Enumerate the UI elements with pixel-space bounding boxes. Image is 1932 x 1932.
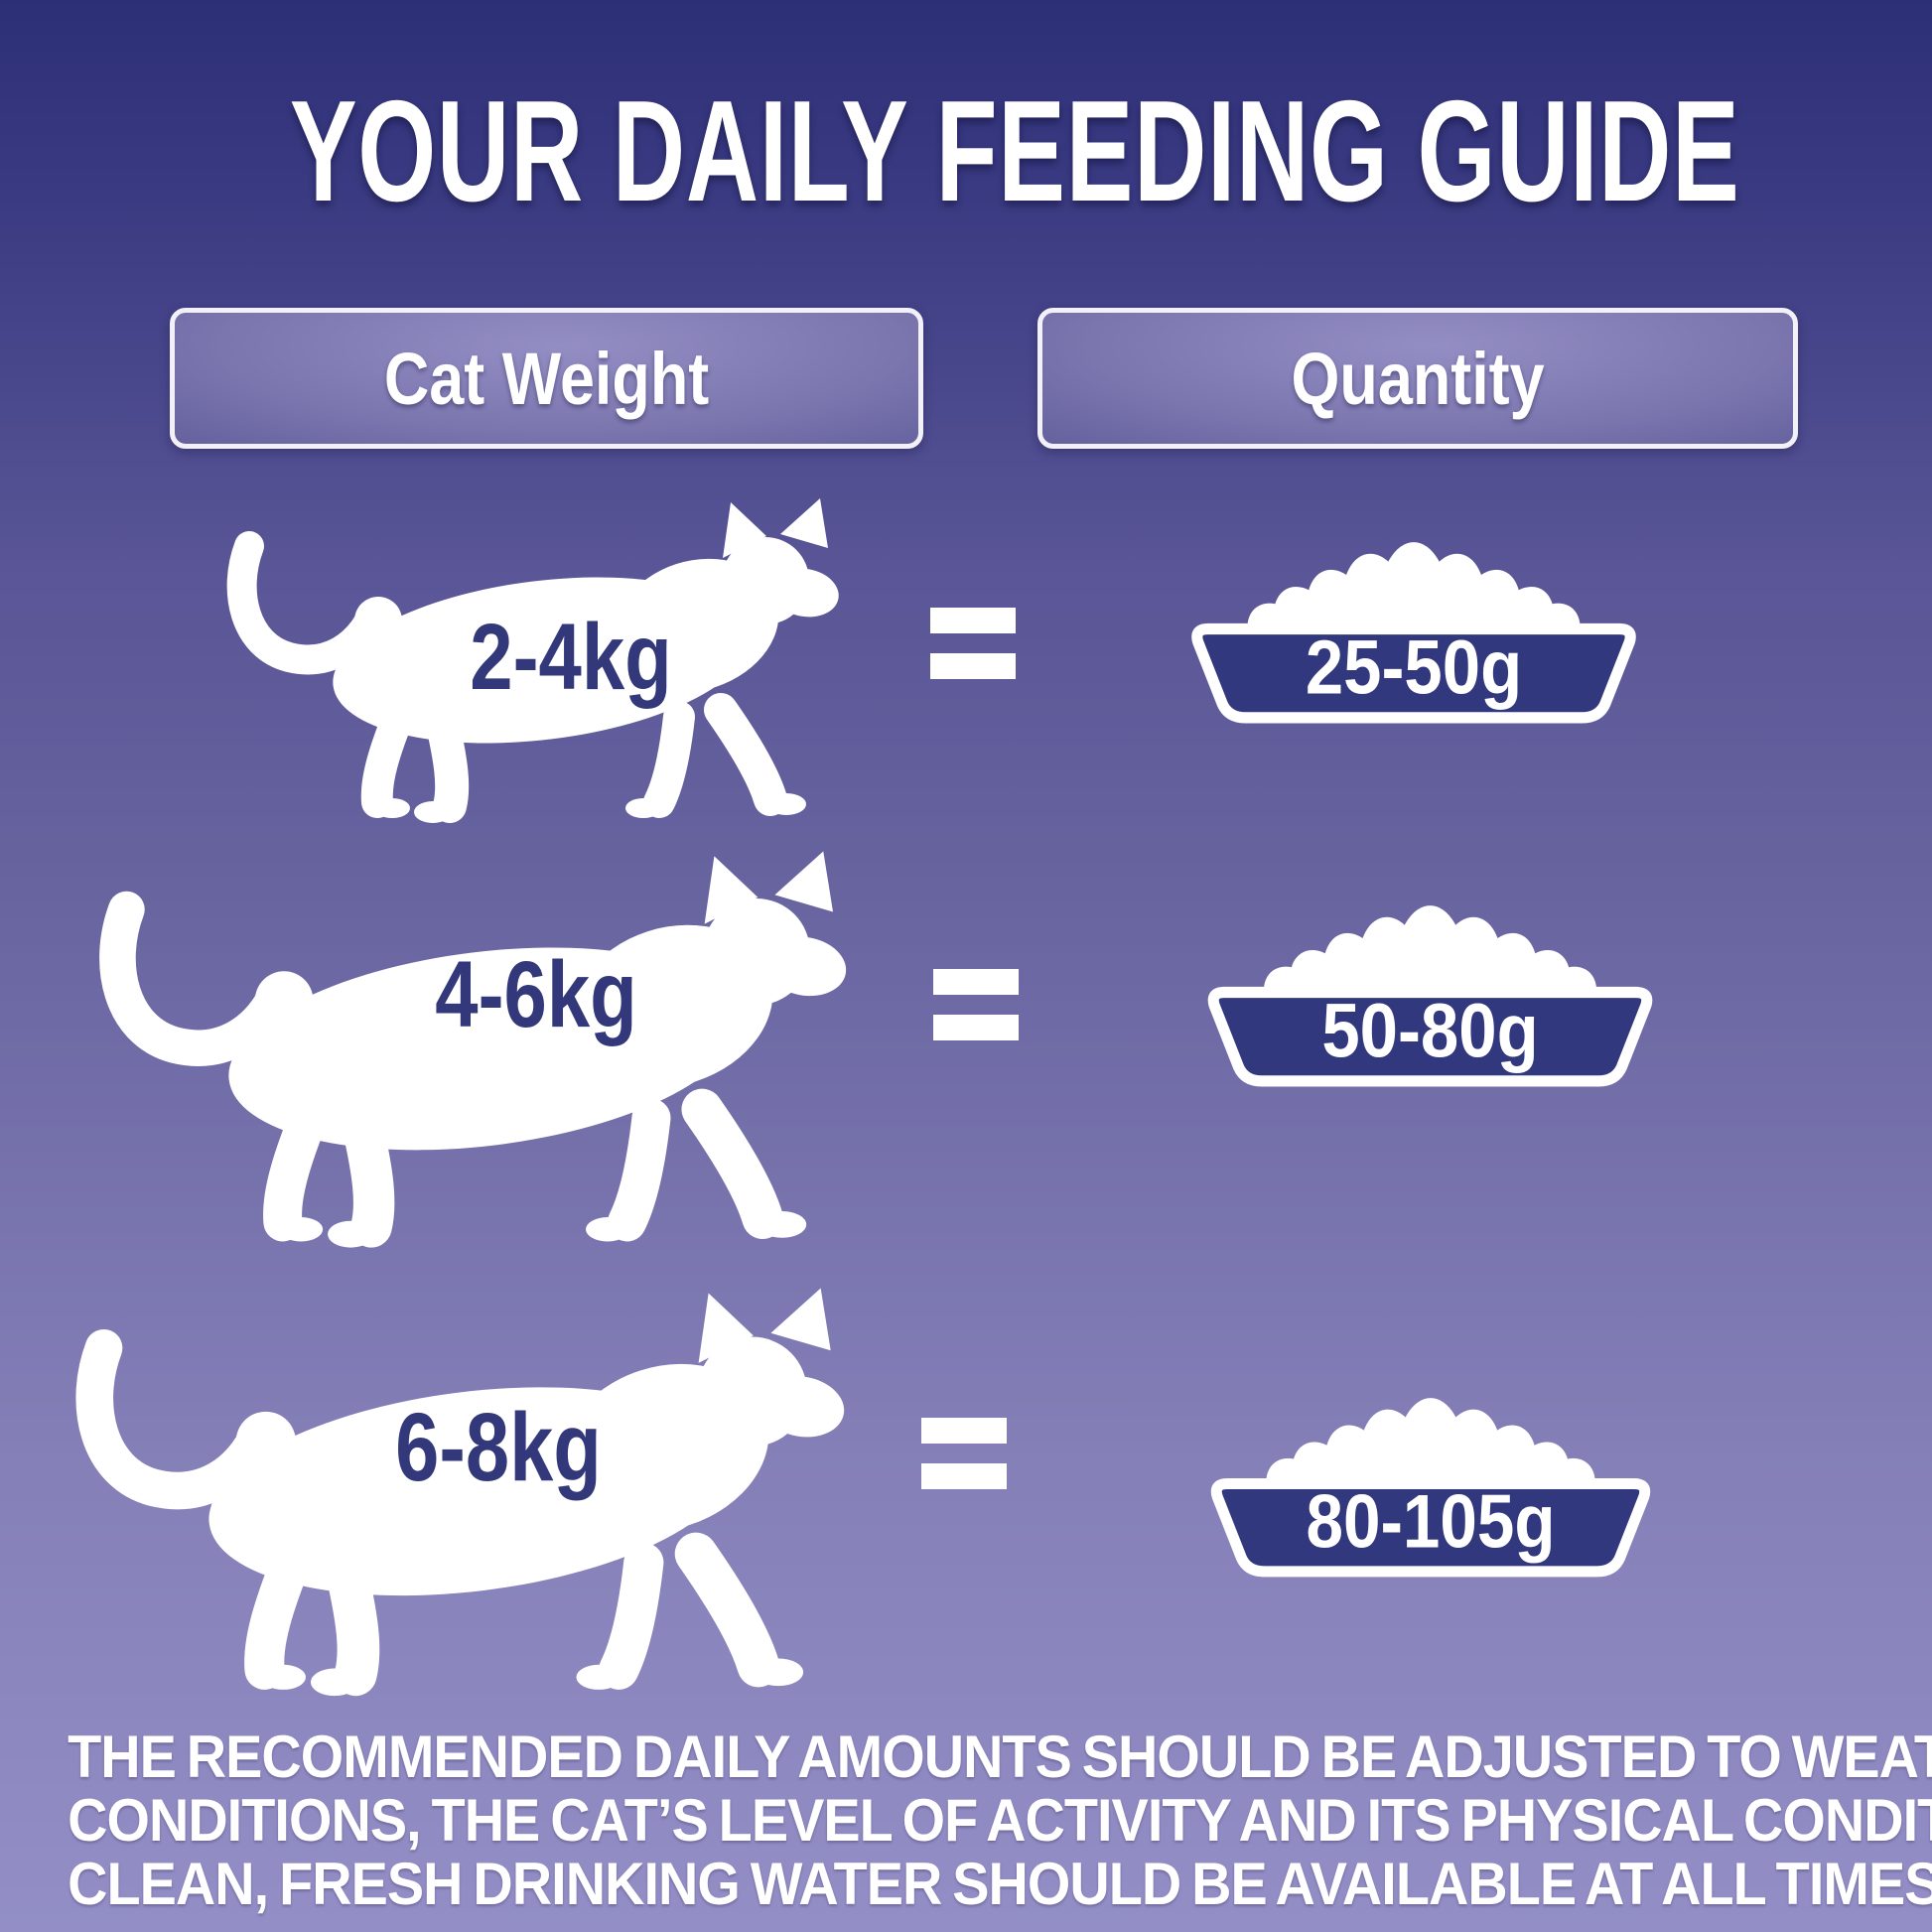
cat-weight-value: 6-8kg [395, 1393, 602, 1501]
footnote-line: CONDITIONS, THE CAT’S LEVEL OF ACTIVITY … [68, 1787, 1932, 1854]
cat-weight-header-label: Cat Weight [383, 337, 710, 420]
quantity-header-box: Quantity [1037, 308, 1798, 449]
cat-weight-value: 4-6kg [435, 942, 637, 1047]
equals-icon [933, 969, 1019, 1040]
quantity-value: 80-105g [1307, 1480, 1556, 1565]
cat-weight-value: 2-4kg [470, 605, 672, 710]
quantity-value: 50-80g [1321, 989, 1538, 1074]
equals-bar [921, 1418, 1007, 1444]
footnote-line: CLEAN, FRESH DRINKING WATER SHOULD BE AV… [68, 1851, 1932, 1917]
quantity-header-label: Quantity [1291, 337, 1545, 420]
equals-bar [933, 1015, 1019, 1040]
equals-bar [933, 969, 1019, 995]
equals-bar [921, 1463, 1007, 1489]
footnote: THE RECOMMENDED DAILY AMOUNTS SHOULD BE … [68, 1724, 1932, 1917]
equals-icon [930, 608, 1016, 679]
food-bowl-icon: 50-80g [1168, 896, 1693, 1089]
quantity-value: 25-50g [1306, 624, 1522, 710]
food-bowl-icon: 25-50g [1152, 532, 1676, 726]
equals-bar [930, 608, 1016, 633]
footnote-line: THE RECOMMENDED DAILY AMOUNTS SHOULD BE … [68, 1724, 1932, 1790]
equals-bar [930, 653, 1016, 679]
page-title: YOUR DAILY FEEDING GUIDE [289, 70, 1740, 231]
food-bowl-icon: 80-105g [1172, 1388, 1690, 1580]
equals-icon [921, 1418, 1007, 1489]
cat-weight-header-box: Cat Weight [170, 308, 923, 449]
